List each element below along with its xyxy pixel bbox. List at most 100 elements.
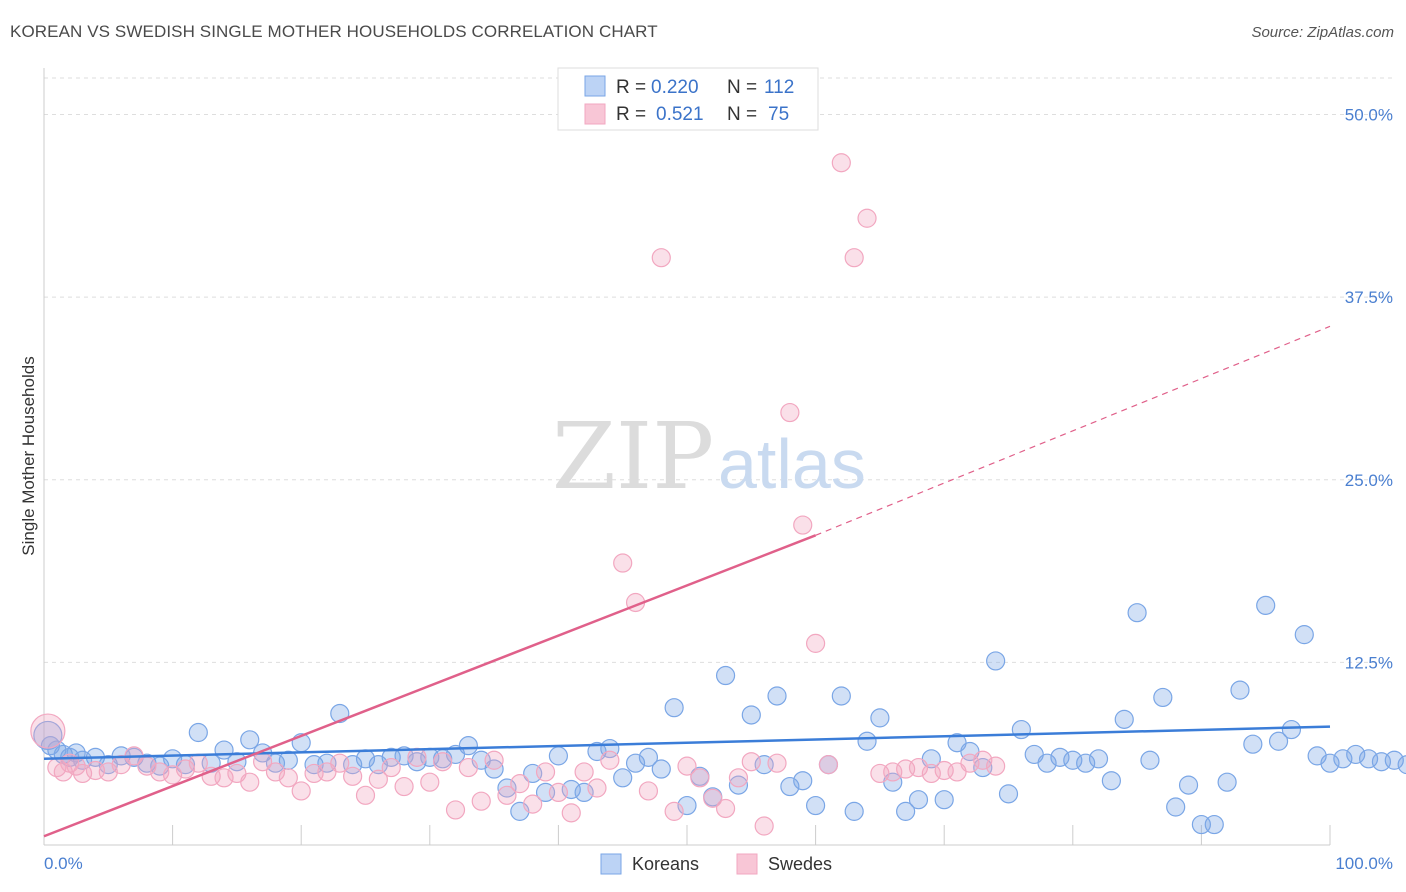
point-swedes — [548, 782, 569, 803]
point-swedes — [343, 766, 363, 786]
point-koreans — [998, 784, 1019, 804]
y-tick-label-0: 12.5% — [1345, 653, 1393, 672]
point-koreans — [664, 698, 684, 718]
point-koreans — [1243, 734, 1263, 754]
point-koreans — [497, 778, 517, 798]
point-koreans — [574, 782, 594, 803]
point-swedes — [767, 753, 787, 773]
watermark: ZIP atlas — [552, 403, 866, 510]
point-swedes — [793, 515, 813, 535]
point-swedes — [330, 753, 350, 773]
point-koreans — [986, 651, 1006, 671]
point-koreans — [1114, 709, 1134, 729]
point-koreans — [188, 722, 208, 743]
point-swedes — [510, 774, 530, 794]
legend-r-value-2: 0.521 — [656, 104, 704, 125]
point-koreans — [844, 801, 864, 821]
point-swedes — [561, 803, 581, 823]
point-koreans — [1011, 719, 1031, 740]
point-koreans — [638, 747, 659, 767]
point-koreans — [1384, 750, 1404, 770]
point-swedes — [535, 762, 556, 782]
point-koreans — [870, 708, 890, 728]
point-swedes — [677, 756, 697, 776]
legend-swatch-swedes — [584, 103, 606, 125]
point-swedes — [291, 781, 311, 801]
point-swedes — [278, 768, 298, 788]
point-swedes — [831, 153, 851, 173]
point-swedes — [728, 768, 749, 788]
point-swedes — [818, 755, 839, 775]
point-koreans — [934, 790, 954, 810]
point-koreans — [1397, 755, 1406, 775]
point-swedes — [703, 788, 723, 808]
point-koreans — [908, 790, 929, 810]
point-swedes — [355, 785, 376, 805]
point-swedes — [394, 776, 414, 797]
point-koreans — [715, 665, 736, 686]
legend-swatch-koreans — [584, 75, 606, 97]
point-swedes — [445, 800, 466, 820]
point-swedes — [381, 757, 401, 778]
point-swedes — [433, 752, 453, 772]
trend-line-swedes — [43, 534, 817, 838]
point-koreans — [793, 771, 813, 791]
y-tick-label-1: 25.0% — [1345, 471, 1393, 490]
chart-source: Source: ZipAtlas.com — [1251, 24, 1394, 41]
point-swedes — [574, 762, 594, 782]
point-koreans — [1333, 749, 1353, 769]
point-koreans — [1346, 744, 1366, 765]
data-points — [30, 153, 1406, 836]
point-swedes — [240, 772, 260, 792]
point-swedes — [690, 768, 710, 788]
point-swedes — [986, 756, 1006, 776]
point-koreans — [1088, 749, 1109, 769]
point-koreans — [831, 686, 851, 706]
point-swedes — [844, 248, 864, 268]
tick-labels: 12.5% 25.0% 37.5% 50.0% 0.0% 100.0% — [44, 106, 1393, 873]
point-koreans — [1101, 771, 1121, 791]
legend-r-label-2: R = — [616, 104, 646, 125]
legend-n-label-1: N = — [727, 77, 757, 98]
point-koreans — [1256, 595, 1276, 616]
point-swedes — [484, 750, 504, 770]
point-swedes — [587, 778, 607, 798]
point-koreans — [896, 801, 916, 821]
watermark-zip: ZIP — [552, 403, 714, 510]
point-koreans — [1178, 775, 1199, 795]
point-koreans — [767, 686, 787, 706]
trend-line-swedes-extension — [815, 325, 1331, 536]
legend-n-value-1: 112 — [764, 77, 794, 98]
point-swedes — [664, 801, 684, 821]
x-tick-label-1: 100.0% — [1335, 854, 1393, 873]
bottom-legend-swatch-swedes — [736, 853, 758, 875]
legend-r-value-1: 0.220 — [651, 77, 699, 98]
point-koreans — [1217, 772, 1237, 792]
point-swedes — [741, 752, 761, 772]
point-swedes — [471, 791, 491, 811]
y-axis-label: Single Mother Households — [19, 356, 38, 555]
point-swedes — [857, 208, 877, 228]
legend-n-value-2: 75 — [768, 104, 789, 125]
bottom-legend-label-swedes: Swedes — [768, 854, 832, 874]
point-koreans — [407, 752, 427, 772]
trend-line-koreans — [43, 725, 1331, 761]
point-swedes — [368, 769, 388, 789]
point-koreans — [1140, 750, 1160, 770]
watermark-atlas: atlas — [718, 425, 866, 503]
point-swedes — [30, 713, 66, 749]
point-koreans — [857, 731, 877, 751]
point-koreans — [458, 736, 478, 756]
bottom-legend: Koreans Swedes — [600, 853, 832, 875]
point-swedes — [214, 768, 234, 788]
point-swedes — [613, 553, 633, 573]
chart-title: KOREAN VS SWEDISH SINGLE MOTHER HOUSEHOL… — [10, 22, 658, 41]
y-tick-label-3: 50.0% — [1345, 106, 1393, 125]
bottom-legend-label-koreans: Koreans — [632, 854, 699, 874]
grid-lines — [44, 77, 1392, 663]
point-swedes — [638, 781, 659, 801]
point-koreans — [741, 705, 761, 725]
point-swedes — [523, 794, 543, 814]
point-swedes — [715, 798, 736, 819]
